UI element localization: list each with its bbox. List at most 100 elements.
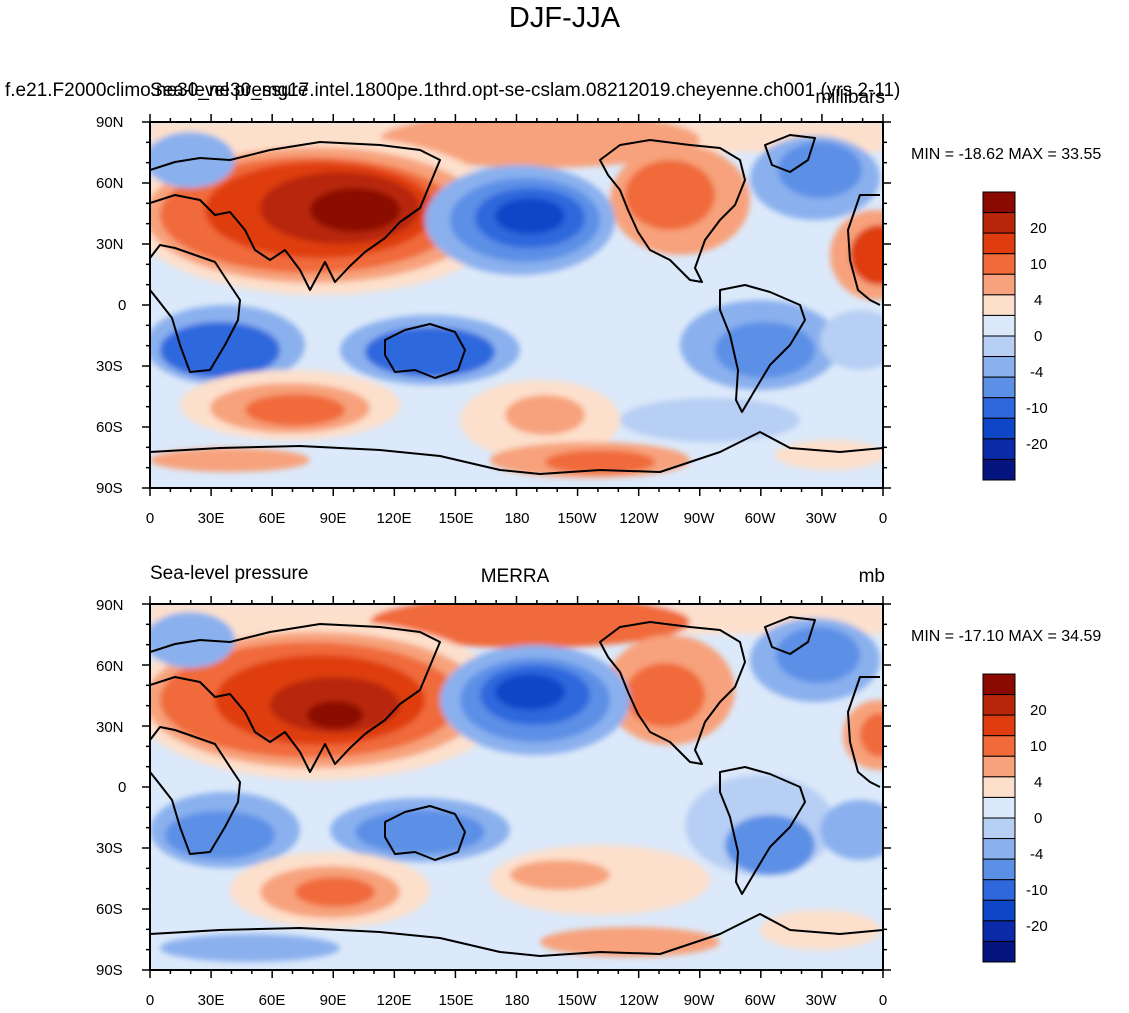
- p1-spac-high-l2: [505, 395, 585, 435]
- p1-ant-high: [150, 448, 310, 472]
- cb1-label-neg10: -10: [1026, 400, 1048, 417]
- colorbar-swatch: [982, 458, 1016, 481]
- p2-lon-120e: 120E: [376, 992, 412, 1009]
- panel2-stats: MIN = -17.10 MAX = 34.59: [911, 628, 1102, 645]
- cb2-label-10: 10: [1030, 738, 1047, 755]
- panel2-right-label: mb: [858, 566, 885, 587]
- p2-lat-60n: 60N: [96, 658, 124, 675]
- colorbar-swatch: [982, 253, 1016, 275]
- colorbar-panel2: [982, 673, 1016, 963]
- p1-lon-60e: 60E: [258, 510, 286, 527]
- p1-aleutian-l4: [495, 198, 565, 234]
- p2-lon-90e: 90E: [319, 992, 347, 1009]
- p2-aleutian-l4: [495, 674, 565, 710]
- p1-antarctica-coast: [150, 431, 883, 475]
- p1-atl-high-l2: [850, 225, 883, 285]
- cb1-label-neg20: -20: [1026, 436, 1048, 453]
- panel1-stats: MIN = -18.62 MAX = 33.55: [911, 146, 1102, 163]
- p2-lon-60w: 60W: [744, 992, 776, 1009]
- p2-satl-low: [820, 800, 883, 860]
- p2-iceland-l2: [776, 627, 860, 683]
- p2-arctic-high: [370, 604, 690, 648]
- cb1-label-neg4: -4: [1030, 364, 1044, 381]
- p2-sio-high-l3: [295, 877, 375, 907]
- p2-asia-l6: [307, 701, 363, 729]
- p2-greenland-coast: [764, 616, 816, 655]
- colorbar-swatch: [982, 920, 1016, 942]
- p1-na-high-l2: [625, 160, 715, 230]
- cb2-label-neg4: -4: [1030, 846, 1044, 863]
- colorbar-swatch: [982, 356, 1016, 378]
- panel2-map: [150, 604, 883, 970]
- p2-lon-0: 0: [145, 992, 155, 1009]
- p1-westafrica-coast: [847, 194, 881, 306]
- p1-lat-90n: 90N: [96, 114, 124, 131]
- colorbar-swatch: [982, 755, 1016, 778]
- p1-lon-30e: 30E: [197, 510, 225, 527]
- colorbar-swatch: [982, 417, 1016, 440]
- cb1-label-4: 4: [1034, 292, 1043, 309]
- p2-lon-60e: 60E: [258, 992, 286, 1009]
- p2-lon-150w: 150W: [557, 992, 597, 1009]
- p1-australia-coast: [384, 323, 466, 379]
- p1-lat-30s: 30S: [96, 358, 123, 375]
- p1-ross-high-l2: [545, 450, 655, 474]
- p1-lat-90s: 90S: [96, 480, 123, 497]
- p2-na-high-l2: [625, 663, 705, 727]
- p1-lat-30n: 30N: [96, 236, 124, 253]
- p1-lat-60n: 60N: [96, 175, 124, 192]
- p1-sopac-low: [620, 398, 800, 442]
- p2-lon-90w: 90W: [683, 992, 715, 1009]
- p1-lon-120w: 120W: [619, 510, 659, 527]
- cb1-label-20: 20: [1030, 220, 1047, 237]
- p1-lon-150e: 150E: [438, 510, 474, 527]
- p2-coastlines: [150, 616, 883, 957]
- p1-lat-0: 0: [118, 297, 127, 314]
- p1-safrica-l2: [160, 322, 280, 378]
- colorbar-swatch: [982, 397, 1016, 419]
- p1-lon-120e: 120E: [376, 510, 412, 527]
- colorbar-swatch: [982, 796, 1016, 819]
- axis-tick-marks: [142, 114, 891, 978]
- colorbar-swatch: [982, 273, 1016, 296]
- cb2-label-0: 0: [1034, 810, 1043, 827]
- colorbar-swatch: [982, 879, 1016, 901]
- colorbar-swatch: [982, 212, 1016, 234]
- p1-aus-l2: [365, 327, 495, 377]
- p1-satl-low: [820, 310, 883, 370]
- p1-lon-30w: 30W: [805, 510, 837, 527]
- colorbar-swatch: [982, 673, 1016, 696]
- p1-arctic-high: [380, 122, 700, 168]
- colorbar-swatch: [982, 335, 1016, 358]
- p1-lon-90e: 90E: [319, 510, 347, 527]
- panel1-map: [150, 122, 883, 488]
- colorbar-swatch: [982, 940, 1016, 963]
- panel2-center-label: MERRA: [480, 566, 550, 587]
- p2-africa-coast: [150, 726, 241, 855]
- panel1-left-label: f.e21.F2000climo.ne30_ne30_mg17.intel.18…: [5, 80, 901, 101]
- p1-weddell-high: [775, 440, 883, 470]
- p1-lon-180: 180: [504, 510, 530, 527]
- colorbar-swatch: [982, 438, 1016, 460]
- colorbar-swatch: [982, 694, 1016, 716]
- p1-asia-l6: [310, 188, 400, 232]
- p2-lon-30w: 30W: [805, 992, 837, 1009]
- p2-spac-high-l2: [510, 860, 610, 890]
- p1-lon-60w: 60W: [744, 510, 776, 527]
- p1-namerica-coast: [599, 139, 746, 283]
- colorbar-swatch: [982, 735, 1016, 757]
- p2-lon-0-end: 0: [878, 992, 888, 1009]
- p1-samerica-coast: [719, 284, 806, 413]
- figure-title: DJF-JJA: [508, 2, 621, 34]
- p2-atl-high-l2: [860, 713, 883, 757]
- p1-lon-150w: 150W: [557, 510, 597, 527]
- colorbar-swatch: [982, 314, 1016, 337]
- panel1-overlay-label: Sea-level pressure: [150, 80, 309, 101]
- p1-coastlines: [150, 134, 883, 475]
- p2-lat-60s: 60S: [96, 901, 123, 918]
- p2-ant-low: [160, 934, 340, 962]
- p2-lon-30e: 30E: [197, 992, 225, 1009]
- cb2-label-neg20: -20: [1026, 918, 1048, 935]
- p2-antarctica-coast: [150, 913, 883, 957]
